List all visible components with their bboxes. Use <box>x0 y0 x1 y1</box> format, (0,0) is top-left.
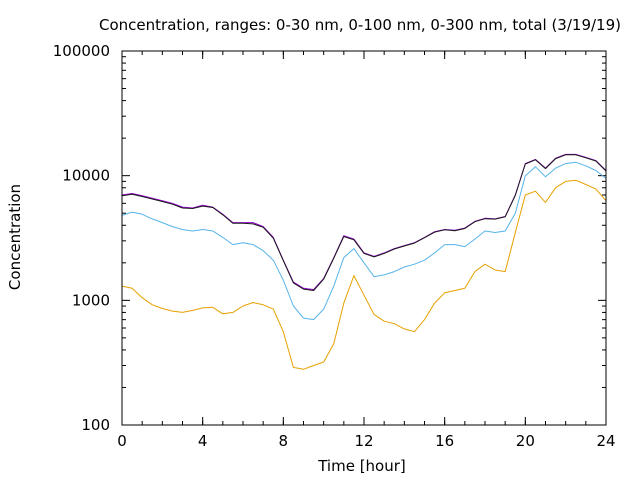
chart-title: Concentration, ranges: 0-30 nm, 0-100 nm… <box>99 16 621 34</box>
series-line-2 <box>121 161 607 321</box>
x-tick-label: 0 <box>117 432 127 450</box>
x-tick-label: 20 <box>516 432 535 450</box>
series-group <box>121 153 607 370</box>
series-line-1 <box>121 179 607 370</box>
x-tick-label: 4 <box>198 432 208 450</box>
x-tick-label: 16 <box>435 432 454 450</box>
axis-ticks: 0 4 8 12 16 20 24 100 1000 10000 100000 <box>53 42 616 450</box>
x-tick-label: 24 <box>596 432 615 450</box>
series-line-4 <box>121 154 607 291</box>
y-axis-label: Concentration <box>6 184 24 290</box>
y-tick-label: 10000 <box>62 167 110 185</box>
y-tick-label: 1000 <box>72 291 110 309</box>
y-tick-label: 100 <box>81 416 110 434</box>
y-tick-label: 100000 <box>53 42 110 60</box>
x-axis-label: Time [hour] <box>317 457 406 475</box>
x-tick-label: 12 <box>354 432 373 450</box>
plot-frame <box>121 50 607 426</box>
x-tick-label: 8 <box>279 432 289 450</box>
